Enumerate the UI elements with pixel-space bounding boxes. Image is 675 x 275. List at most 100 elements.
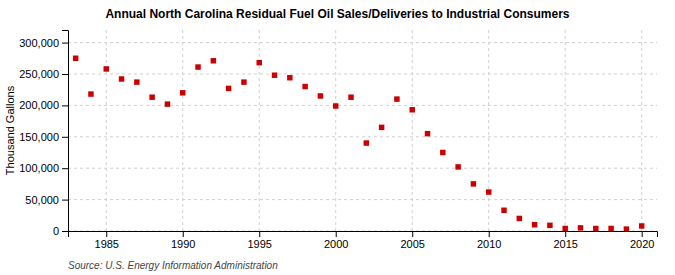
tick-mark: [62, 231, 68, 232]
grid-line: [68, 42, 657, 43]
x-axis: 1985 1990 1995 2000 2005 2010 2015 2020: [69, 231, 658, 250]
point: [379, 125, 384, 130]
tick-mark: [62, 105, 68, 106]
point: [425, 131, 430, 136]
point: [455, 164, 460, 169]
point: [119, 76, 124, 81]
tick-mark: [183, 231, 184, 237]
grid-line: [106, 30, 107, 231]
y-axis-title: Thousand Gallons: [4, 85, 16, 175]
point: [501, 208, 506, 213]
point: [486, 189, 491, 194]
point: [409, 107, 414, 112]
point: [226, 86, 231, 91]
tick: 1990: [171, 231, 195, 250]
point: [471, 181, 476, 186]
point: [547, 223, 552, 228]
tick: 50,000: [25, 194, 68, 206]
tick: 2010: [477, 231, 501, 250]
tick-label: 250,000: [19, 68, 59, 80]
points: [73, 56, 645, 231]
tick-mark: [336, 231, 337, 237]
tick-label: 1995: [247, 238, 271, 250]
point: [180, 90, 185, 95]
tick-mark: [106, 231, 107, 237]
tick-label: 2000: [324, 238, 348, 250]
tick: 250,000: [19, 68, 68, 80]
point: [608, 226, 613, 231]
plot-area: 1985 1990 1995 2000 2005 2010 2015 2020 0 50,000 1…: [19, 30, 657, 250]
grid-line: [488, 30, 489, 231]
tick-mark: [62, 168, 68, 169]
point: [593, 226, 598, 231]
point: [348, 94, 353, 99]
tick-label: 1985: [95, 238, 119, 250]
tick-label: 300,000: [19, 37, 59, 49]
axis-line: [69, 232, 658, 238]
tick: 2020: [630, 231, 654, 250]
tick-label: 2020: [630, 238, 654, 250]
tick-mark: [62, 74, 68, 75]
tick-label: 100,000: [19, 162, 59, 174]
point: [88, 91, 93, 96]
tick: 0: [53, 225, 68, 237]
tick: 1995: [247, 231, 271, 250]
point: [364, 140, 369, 145]
grid-line: [182, 30, 183, 231]
grid-line: [68, 136, 657, 137]
grid-line: [641, 30, 642, 231]
axis-line: [62, 31, 69, 232]
point: [211, 58, 216, 63]
point: [517, 216, 522, 221]
point: [287, 75, 292, 80]
point: [440, 150, 445, 155]
grid-line: [68, 73, 657, 74]
tick-mark: [412, 231, 413, 237]
tick-mark: [62, 43, 68, 44]
tick-label: 0: [53, 225, 59, 237]
point: [578, 225, 583, 230]
tick-label: 2015: [553, 238, 577, 250]
tick-mark: [565, 231, 566, 237]
grid: [68, 30, 657, 231]
point: [149, 94, 154, 99]
tick-label: 50,000: [25, 194, 59, 206]
point: [333, 103, 338, 108]
tick-mark: [642, 231, 643, 237]
tick-mark: [62, 200, 68, 201]
point: [241, 79, 246, 84]
tick-mark: [489, 231, 490, 237]
tick: 2000: [324, 231, 348, 250]
tick: 1985: [95, 231, 119, 250]
tick: 100,000: [19, 162, 68, 174]
tick: 200,000: [19, 99, 68, 111]
y-axis: 0 50,000 100,000 150,000 200,000 250,000 300,0…: [19, 31, 68, 238]
tick: 300,000: [19, 37, 68, 49]
tick-mark: [62, 137, 68, 138]
grid-line: [68, 199, 657, 200]
point: [256, 60, 261, 65]
tick-label: 200,000: [19, 99, 59, 111]
tick-label: 2010: [477, 238, 501, 250]
tick-label: 1990: [171, 238, 195, 250]
tick: 2015: [553, 231, 577, 250]
tick: 150,000: [19, 131, 68, 143]
grid-line: [565, 30, 566, 231]
tick-mark: [259, 231, 260, 237]
annotation: Source: U.S. Energy Information Administ…: [68, 260, 278, 271]
tick-label: 2005: [400, 238, 424, 250]
title: Annual North Carolina Residual Fuel Oil …: [105, 7, 569, 21]
chart: 1985 1990 1995 2000 2005 2010 2015 2020 0 50,000 1…: [0, 0, 675, 275]
point: [302, 84, 307, 89]
grid-line: [68, 168, 657, 169]
point: [272, 72, 277, 77]
grid-line: [335, 30, 336, 231]
point: [73, 56, 78, 61]
grid-line: [412, 30, 413, 231]
point: [562, 226, 567, 231]
point: [624, 226, 629, 231]
point: [394, 96, 399, 101]
point: [532, 222, 537, 227]
point: [639, 223, 644, 228]
tick-label: 150,000: [19, 131, 59, 143]
